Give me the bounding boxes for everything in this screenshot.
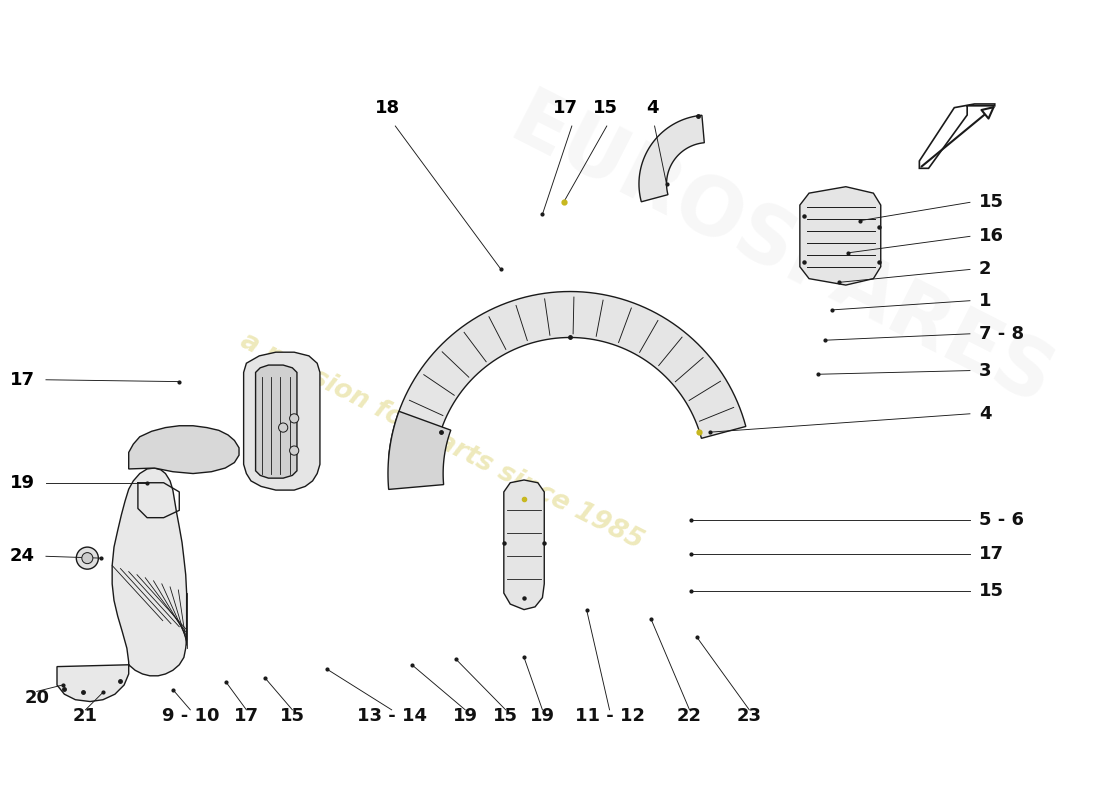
Text: 20: 20	[24, 689, 50, 706]
Text: 15: 15	[493, 707, 518, 725]
Text: 17: 17	[10, 370, 35, 389]
Text: 15: 15	[279, 707, 305, 725]
PathPatch shape	[129, 426, 239, 474]
Text: 21: 21	[73, 707, 98, 725]
PathPatch shape	[388, 291, 746, 462]
Text: 4: 4	[979, 405, 991, 422]
Text: 3: 3	[979, 362, 991, 379]
Text: 9 - 10: 9 - 10	[162, 707, 219, 725]
Text: a passion for parts since 1985: a passion for parts since 1985	[235, 328, 647, 554]
Circle shape	[81, 553, 92, 564]
Text: 7 - 8: 7 - 8	[979, 325, 1024, 343]
Text: 16: 16	[979, 227, 1004, 246]
Text: 18: 18	[375, 99, 400, 117]
Text: 19: 19	[453, 707, 477, 725]
PathPatch shape	[504, 480, 544, 610]
Text: 19: 19	[10, 474, 35, 492]
Text: 5 - 6: 5 - 6	[979, 510, 1024, 529]
PathPatch shape	[57, 468, 187, 702]
Text: 17: 17	[553, 99, 578, 117]
Circle shape	[278, 423, 288, 432]
Text: 4: 4	[647, 99, 659, 117]
Circle shape	[289, 446, 299, 455]
Text: EUROSPARES: EUROSPARES	[497, 82, 1066, 423]
Text: 1: 1	[979, 292, 991, 310]
Circle shape	[289, 414, 299, 423]
Text: 23: 23	[737, 707, 762, 725]
Text: 24: 24	[10, 547, 35, 566]
Text: 15: 15	[979, 582, 1004, 600]
PathPatch shape	[255, 365, 297, 478]
Text: 17: 17	[234, 707, 258, 725]
Circle shape	[76, 547, 98, 569]
Text: 19: 19	[530, 707, 554, 725]
PathPatch shape	[920, 104, 994, 168]
PathPatch shape	[243, 352, 320, 490]
Text: 17: 17	[979, 546, 1004, 563]
PathPatch shape	[388, 411, 451, 490]
Text: 15: 15	[593, 99, 617, 117]
Text: 11 - 12: 11 - 12	[574, 707, 645, 725]
Text: 13 - 14: 13 - 14	[356, 707, 427, 725]
PathPatch shape	[639, 115, 704, 202]
Text: 22: 22	[676, 707, 702, 725]
PathPatch shape	[800, 186, 881, 285]
Text: 2: 2	[979, 261, 991, 278]
Text: 15: 15	[979, 194, 1004, 211]
